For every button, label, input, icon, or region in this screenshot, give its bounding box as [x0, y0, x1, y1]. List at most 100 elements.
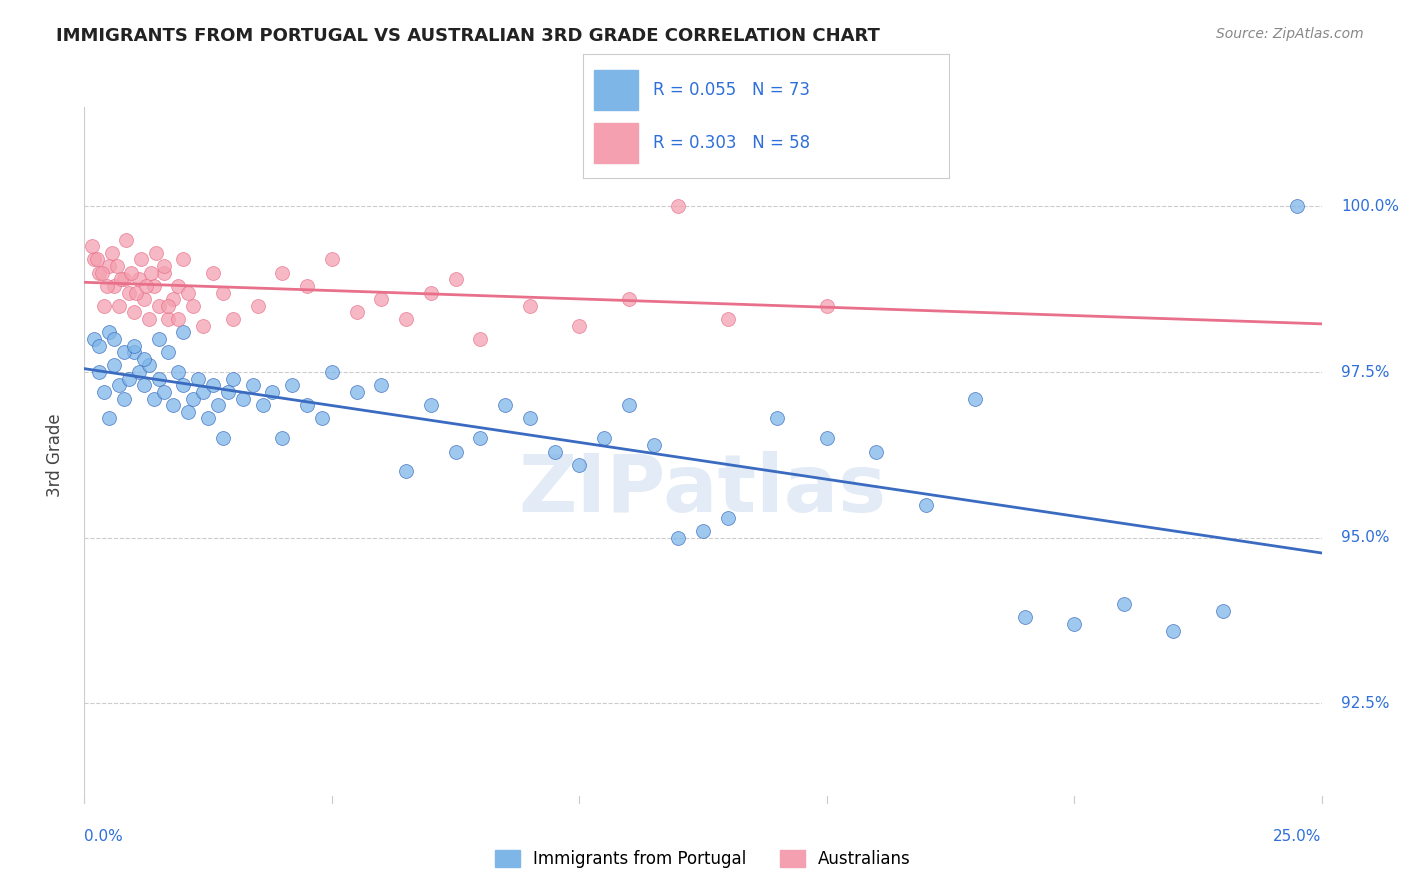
Point: [89, 266, 111, 280]
Point: [138, 359, 160, 373]
Point: [90, 266, 112, 280]
Point: [122, 345, 145, 359]
Point: [202, 378, 225, 392]
Point: [112, 272, 135, 286]
Point: [98, 326, 121, 340]
Point: [112, 345, 135, 359]
Point: [346, 305, 368, 319]
Point: [346, 384, 368, 399]
Point: [148, 372, 170, 386]
Point: [108, 299, 131, 313]
Point: [129, 252, 152, 267]
Point: [717, 312, 740, 326]
Point: [83, 332, 105, 346]
Point: [145, 245, 167, 260]
Point: [1285, 199, 1308, 213]
Point: [80, 239, 103, 253]
Point: [232, 392, 254, 406]
Point: [543, 444, 565, 458]
Point: [519, 411, 541, 425]
Point: [419, 285, 441, 300]
Point: [157, 312, 180, 326]
Point: [93, 299, 115, 313]
Point: [666, 199, 689, 213]
Point: [212, 285, 235, 300]
Point: [197, 411, 219, 425]
Text: 100.0%: 100.0%: [1341, 199, 1399, 214]
Point: [96, 279, 118, 293]
Point: [766, 411, 789, 425]
Text: ZIPatlas: ZIPatlas: [519, 450, 887, 529]
Point: [125, 285, 148, 300]
Point: [115, 233, 138, 247]
Point: [191, 318, 214, 333]
Point: [593, 431, 616, 445]
Point: [89, 338, 111, 352]
Point: [177, 405, 200, 419]
Point: [152, 266, 174, 280]
Point: [172, 326, 194, 340]
Point: [128, 365, 150, 379]
Point: [1112, 597, 1135, 611]
Point: [118, 285, 141, 300]
Text: 92.5%: 92.5%: [1341, 696, 1391, 711]
Point: [494, 398, 516, 412]
Point: [162, 292, 184, 306]
Point: [262, 384, 284, 399]
Point: [295, 279, 318, 293]
Point: [132, 292, 155, 306]
Point: [152, 384, 174, 399]
Text: 95.0%: 95.0%: [1341, 530, 1391, 545]
Point: [120, 266, 142, 280]
Point: [914, 498, 936, 512]
Point: [519, 299, 541, 313]
Point: [1161, 624, 1184, 638]
Text: 25.0%: 25.0%: [1274, 830, 1322, 845]
Legend: Immigrants from Portugal, Australians: Immigrants from Portugal, Australians: [488, 843, 918, 875]
Point: [112, 392, 135, 406]
Point: [666, 531, 689, 545]
Point: [167, 312, 190, 326]
Point: [98, 259, 121, 273]
Point: [271, 266, 294, 280]
Point: [89, 365, 111, 379]
Point: [177, 285, 200, 300]
Point: [110, 272, 132, 286]
Point: [311, 411, 333, 425]
Point: [617, 398, 640, 412]
Point: [118, 372, 141, 386]
Point: [444, 444, 467, 458]
Point: [271, 431, 294, 445]
Point: [865, 444, 887, 458]
Text: 0.0%: 0.0%: [84, 830, 124, 845]
Point: [212, 431, 235, 445]
Y-axis label: 3rd Grade: 3rd Grade: [45, 413, 63, 497]
Point: [246, 299, 269, 313]
Text: Source: ZipAtlas.com: Source: ZipAtlas.com: [1216, 27, 1364, 41]
Point: [86, 252, 108, 267]
Point: [965, 392, 987, 406]
Point: [395, 312, 418, 326]
Point: [242, 378, 264, 392]
Point: [643, 438, 665, 452]
Point: [148, 299, 170, 313]
Point: [93, 384, 115, 399]
Point: [135, 279, 157, 293]
Bar: [595, 123, 638, 163]
Point: [132, 378, 155, 392]
Point: [217, 384, 239, 399]
Point: [157, 299, 180, 313]
Point: [108, 378, 131, 392]
Point: [132, 351, 155, 366]
Point: [103, 332, 125, 346]
Point: [142, 279, 165, 293]
Text: 97.5%: 97.5%: [1341, 365, 1391, 380]
Point: [181, 299, 204, 313]
Point: [172, 252, 194, 267]
Point: [222, 312, 245, 326]
Point: [162, 398, 184, 412]
Point: [1063, 616, 1085, 631]
Point: [138, 312, 160, 326]
Point: [395, 465, 418, 479]
Point: [181, 392, 204, 406]
